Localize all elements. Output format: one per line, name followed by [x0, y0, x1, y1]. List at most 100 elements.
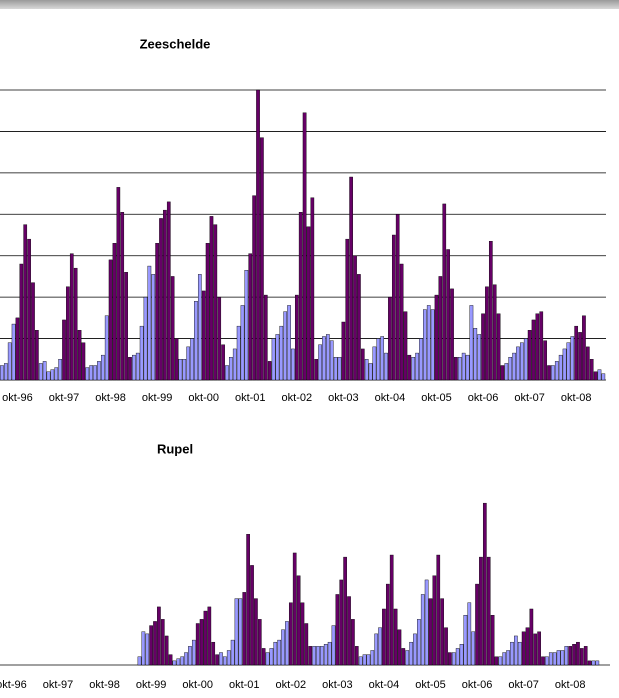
bar [100, 354, 105, 381]
bar [339, 579, 344, 666]
bar [545, 656, 549, 666]
bar [465, 354, 470, 381]
bar [380, 336, 385, 381]
bar [326, 334, 330, 381]
bar [440, 598, 444, 666]
bar [302, 112, 307, 381]
bar [308, 646, 313, 666]
bar [66, 286, 70, 381]
bar [223, 656, 227, 666]
bar [378, 627, 382, 666]
bar [306, 226, 311, 381]
bar [300, 602, 305, 666]
x-tick-label: okt-05 [421, 392, 452, 404]
bar [292, 552, 297, 666]
bar [389, 554, 394, 666]
bar [496, 313, 501, 381]
x-tick-label: okt-97 [43, 679, 74, 691]
bar [145, 633, 150, 666]
bar [397, 629, 402, 666]
bar [572, 644, 576, 666]
bar [199, 619, 204, 666]
bar [574, 325, 579, 381]
bar [357, 274, 361, 381]
bar [552, 652, 557, 666]
bar [137, 656, 142, 666]
bar [385, 583, 390, 666]
bar [479, 556, 483, 666]
bar [527, 330, 532, 381]
bar [531, 319, 536, 381]
bar [547, 365, 551, 381]
bar [246, 534, 250, 666]
bar [89, 365, 94, 381]
bar [229, 357, 233, 381]
x-tick-label: okt-96 [2, 392, 33, 404]
bar [250, 565, 254, 666]
bar [473, 328, 478, 381]
bar [147, 265, 152, 381]
bar [232, 348, 237, 381]
bar [471, 631, 476, 666]
bar [291, 348, 295, 381]
bar [415, 352, 419, 381]
bar [257, 619, 262, 666]
bar [597, 369, 602, 381]
bar [576, 641, 580, 666]
bar [275, 334, 280, 381]
bar [180, 656, 185, 666]
bar [104, 315, 109, 381]
bar [529, 608, 534, 666]
bar [151, 274, 156, 381]
x-tick-label: okt-99 [136, 679, 167, 691]
bar [457, 357, 462, 381]
bar [38, 363, 43, 381]
bar [285, 621, 289, 666]
bar [155, 243, 159, 381]
bar [556, 650, 561, 666]
bar [3, 363, 8, 381]
bar [143, 296, 148, 381]
bar [486, 556, 491, 666]
bar [323, 644, 328, 666]
bar [593, 371, 598, 381]
bar [343, 556, 347, 666]
bar [314, 359, 319, 381]
bar [558, 354, 563, 381]
bar [551, 365, 555, 381]
bar [461, 352, 466, 381]
x-tick-label: okt-07 [514, 392, 545, 404]
bar [492, 284, 497, 381]
bar [188, 646, 192, 666]
x-tick-label: okt-01 [229, 679, 260, 691]
bar [312, 646, 316, 666]
bar [341, 321, 346, 381]
bar [482, 502, 487, 666]
bar [347, 596, 351, 666]
bar [240, 305, 245, 381]
bar [409, 641, 413, 666]
bar [7, 342, 12, 381]
bar [451, 652, 456, 666]
x-tick-label: okt-05 [415, 679, 446, 691]
x-tick-label: okt-04 [375, 392, 406, 404]
bar [354, 646, 359, 666]
bar [446, 249, 450, 381]
bar [374, 633, 379, 666]
bar [424, 579, 429, 666]
bar [506, 650, 510, 666]
bar [411, 357, 416, 381]
bar [587, 660, 592, 666]
bar [428, 598, 433, 666]
bar [327, 641, 332, 666]
bar [97, 361, 101, 381]
bar [333, 357, 338, 381]
bar [345, 238, 350, 381]
bar [349, 176, 353, 381]
bar [463, 615, 468, 666]
bar [502, 652, 507, 666]
bar [477, 334, 482, 381]
x-tick-label: okt-03 [328, 392, 359, 404]
bar [35, 330, 39, 381]
bar [11, 323, 16, 381]
